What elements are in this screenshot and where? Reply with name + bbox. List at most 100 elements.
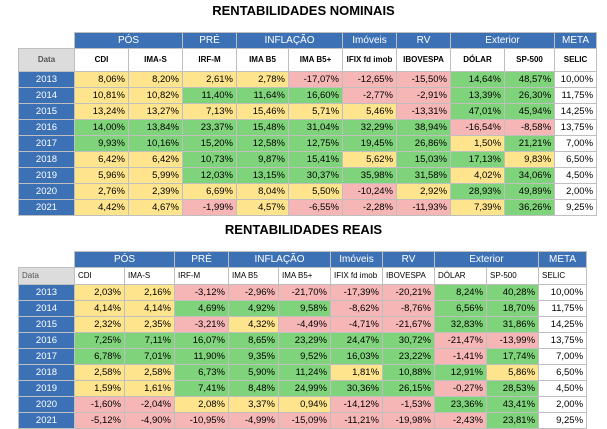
table-row: 2013 2,03% 2,16% -3,12% -2,96% -21,70% -17,39%… [18, 284, 588, 301]
value-cell: 10,16% [128, 135, 183, 152]
column-header: IRF-M [182, 48, 237, 72]
meta-cell: 4,50% [554, 167, 598, 184]
value-cell: -4,49% [277, 316, 332, 333]
table-real-body: PÓS PRÉ INFLAÇÃO Imóveis RV Exterior META Data C… [18, 251, 588, 429]
value-cell: -20,21% [382, 284, 436, 301]
value-cell: -2,43% [434, 412, 488, 429]
group-header: META [554, 32, 598, 49]
value-cell: -11,93% [396, 199, 452, 216]
table-row: 2019 1,59% 1,61% 7,41% 8,48% 24,99% 30,36% 26,1… [18, 380, 588, 397]
value-cell: -16,54% [450, 119, 506, 136]
value-cell: 13,84% [128, 119, 183, 136]
group-header: PÓS [74, 251, 175, 268]
value-cell: 10,88% [382, 364, 436, 381]
value-cell: 4,57% [236, 199, 289, 216]
value-cell: 21,21% [504, 135, 556, 152]
value-cell: 13,15% [236, 167, 289, 184]
value-cell: -11,21% [330, 412, 384, 429]
group-header: META [538, 251, 588, 268]
value-cell: 7,13% [182, 103, 237, 120]
value-cell: 28,93% [450, 183, 506, 200]
value-cell: 6,56% [434, 300, 488, 317]
value-cell: 7,11% [124, 332, 175, 349]
meta-cell: 7,00% [554, 135, 598, 152]
value-cell: -5,12% [74, 412, 125, 429]
value-cell: 13,39% [450, 87, 506, 104]
value-cell: -2,77% [342, 87, 398, 104]
value-cell: -2,91% [396, 87, 452, 104]
value-cell: -3,12% [174, 284, 229, 301]
value-cell: 23,81% [486, 412, 540, 429]
value-cell: 12,58% [236, 135, 289, 152]
value-cell: 7,01% [124, 348, 175, 365]
value-cell: 28,53% [486, 380, 540, 397]
value-cell: -2,28% [342, 199, 398, 216]
value-cell: -14,12% [330, 396, 384, 413]
value-cell: 38,94% [396, 119, 452, 136]
table-row: 2021 -5,12% -4,90% -10,95% -4,99% -15,09% -11,… [18, 412, 588, 429]
value-cell: 2,78% [236, 71, 289, 88]
meta-cell: 2,00% [538, 396, 588, 413]
year-cell: 2019 [18, 167, 75, 184]
value-cell: 17,13% [450, 151, 506, 168]
value-cell: 26,86% [396, 135, 452, 152]
column-header: IBOVESPA [396, 48, 452, 72]
value-cell: 5,90% [228, 364, 279, 381]
table-row: 2016 14,00% 13,84% 23,37% 15,48% 31,04% 32,29%… [18, 119, 598, 136]
value-cell: 5,46% [342, 103, 398, 120]
value-cell: 4,14% [74, 300, 125, 317]
column-header: IFIX fd imob [330, 267, 384, 285]
table-row: 2015 2,32% 2,35% -3,21% 4,32% -4,49% -4,71% -21… [18, 316, 588, 333]
meta-cell: 2,00% [554, 183, 598, 200]
value-cell: -19,98% [382, 412, 436, 429]
column-header: IMA B5+ [287, 48, 344, 72]
value-cell: -4,71% [330, 316, 384, 333]
value-cell: -1,99% [182, 199, 237, 216]
value-cell: 7,41% [174, 380, 229, 397]
value-cell: 24,47% [330, 332, 384, 349]
value-cell: 40,28% [486, 284, 540, 301]
meta-cell: 9,25% [538, 412, 588, 429]
value-cell: -21,47% [434, 332, 488, 349]
value-cell: 18,70% [486, 300, 540, 317]
value-cell: 31,58% [396, 167, 452, 184]
table-row: 2017 6,78% 7,01% 11,90% 9,35% 9,52% 16,03% 23,2… [18, 348, 588, 365]
value-cell: 4,92% [228, 300, 279, 317]
column-header: DÓLAR [434, 267, 488, 285]
title-real: RENTABILIDADES REAIS [224, 222, 383, 237]
value-cell: 3,37% [228, 396, 279, 413]
value-cell: 11,40% [182, 87, 237, 104]
value-cell: 5,99% [128, 167, 183, 184]
column-header: Data [18, 48, 75, 72]
value-cell: 30,36% [330, 380, 384, 397]
value-cell: -6,55% [287, 199, 344, 216]
value-cell: 11,64% [236, 87, 289, 104]
meta-cell: 10,00% [538, 284, 588, 301]
value-cell: -13,31% [396, 103, 452, 120]
meta-cell: 13,75% [538, 332, 588, 349]
value-cell: -21,67% [382, 316, 436, 333]
value-cell: 6,42% [74, 151, 129, 168]
value-cell: -17,07% [287, 71, 344, 88]
value-cell: 4,32% [228, 316, 279, 333]
value-cell: 1,61% [124, 380, 175, 397]
value-cell: 1,81% [330, 364, 384, 381]
value-cell: 8,24% [434, 284, 488, 301]
meta-cell: 4,50% [538, 380, 588, 397]
table-row: 2016 7,25% 7,11% 16,07% 8,65% 23,29% 24,47% 30,… [18, 332, 588, 349]
value-cell: 0,94% [277, 396, 332, 413]
value-cell: -8,76% [382, 300, 436, 317]
value-cell: 9,35% [228, 348, 279, 365]
value-cell: -1,53% [382, 396, 436, 413]
group-header: Exterior [434, 251, 540, 268]
value-cell: 5,86% [486, 364, 540, 381]
value-cell: 1,59% [74, 380, 125, 397]
value-cell: -10,24% [342, 183, 398, 200]
title-nominal: RENTABILIDADES NOMINAIS [212, 3, 395, 18]
value-cell: 5,71% [287, 103, 344, 120]
table-nominal-body: PÓS PRÉ INFLAÇÃO Imóveis RV Exterior META Data C… [18, 32, 598, 216]
value-cell: 15,03% [396, 151, 452, 168]
value-cell: 5,62% [342, 151, 398, 168]
value-cell: 4,14% [124, 300, 175, 317]
value-cell: -10,95% [174, 412, 229, 429]
